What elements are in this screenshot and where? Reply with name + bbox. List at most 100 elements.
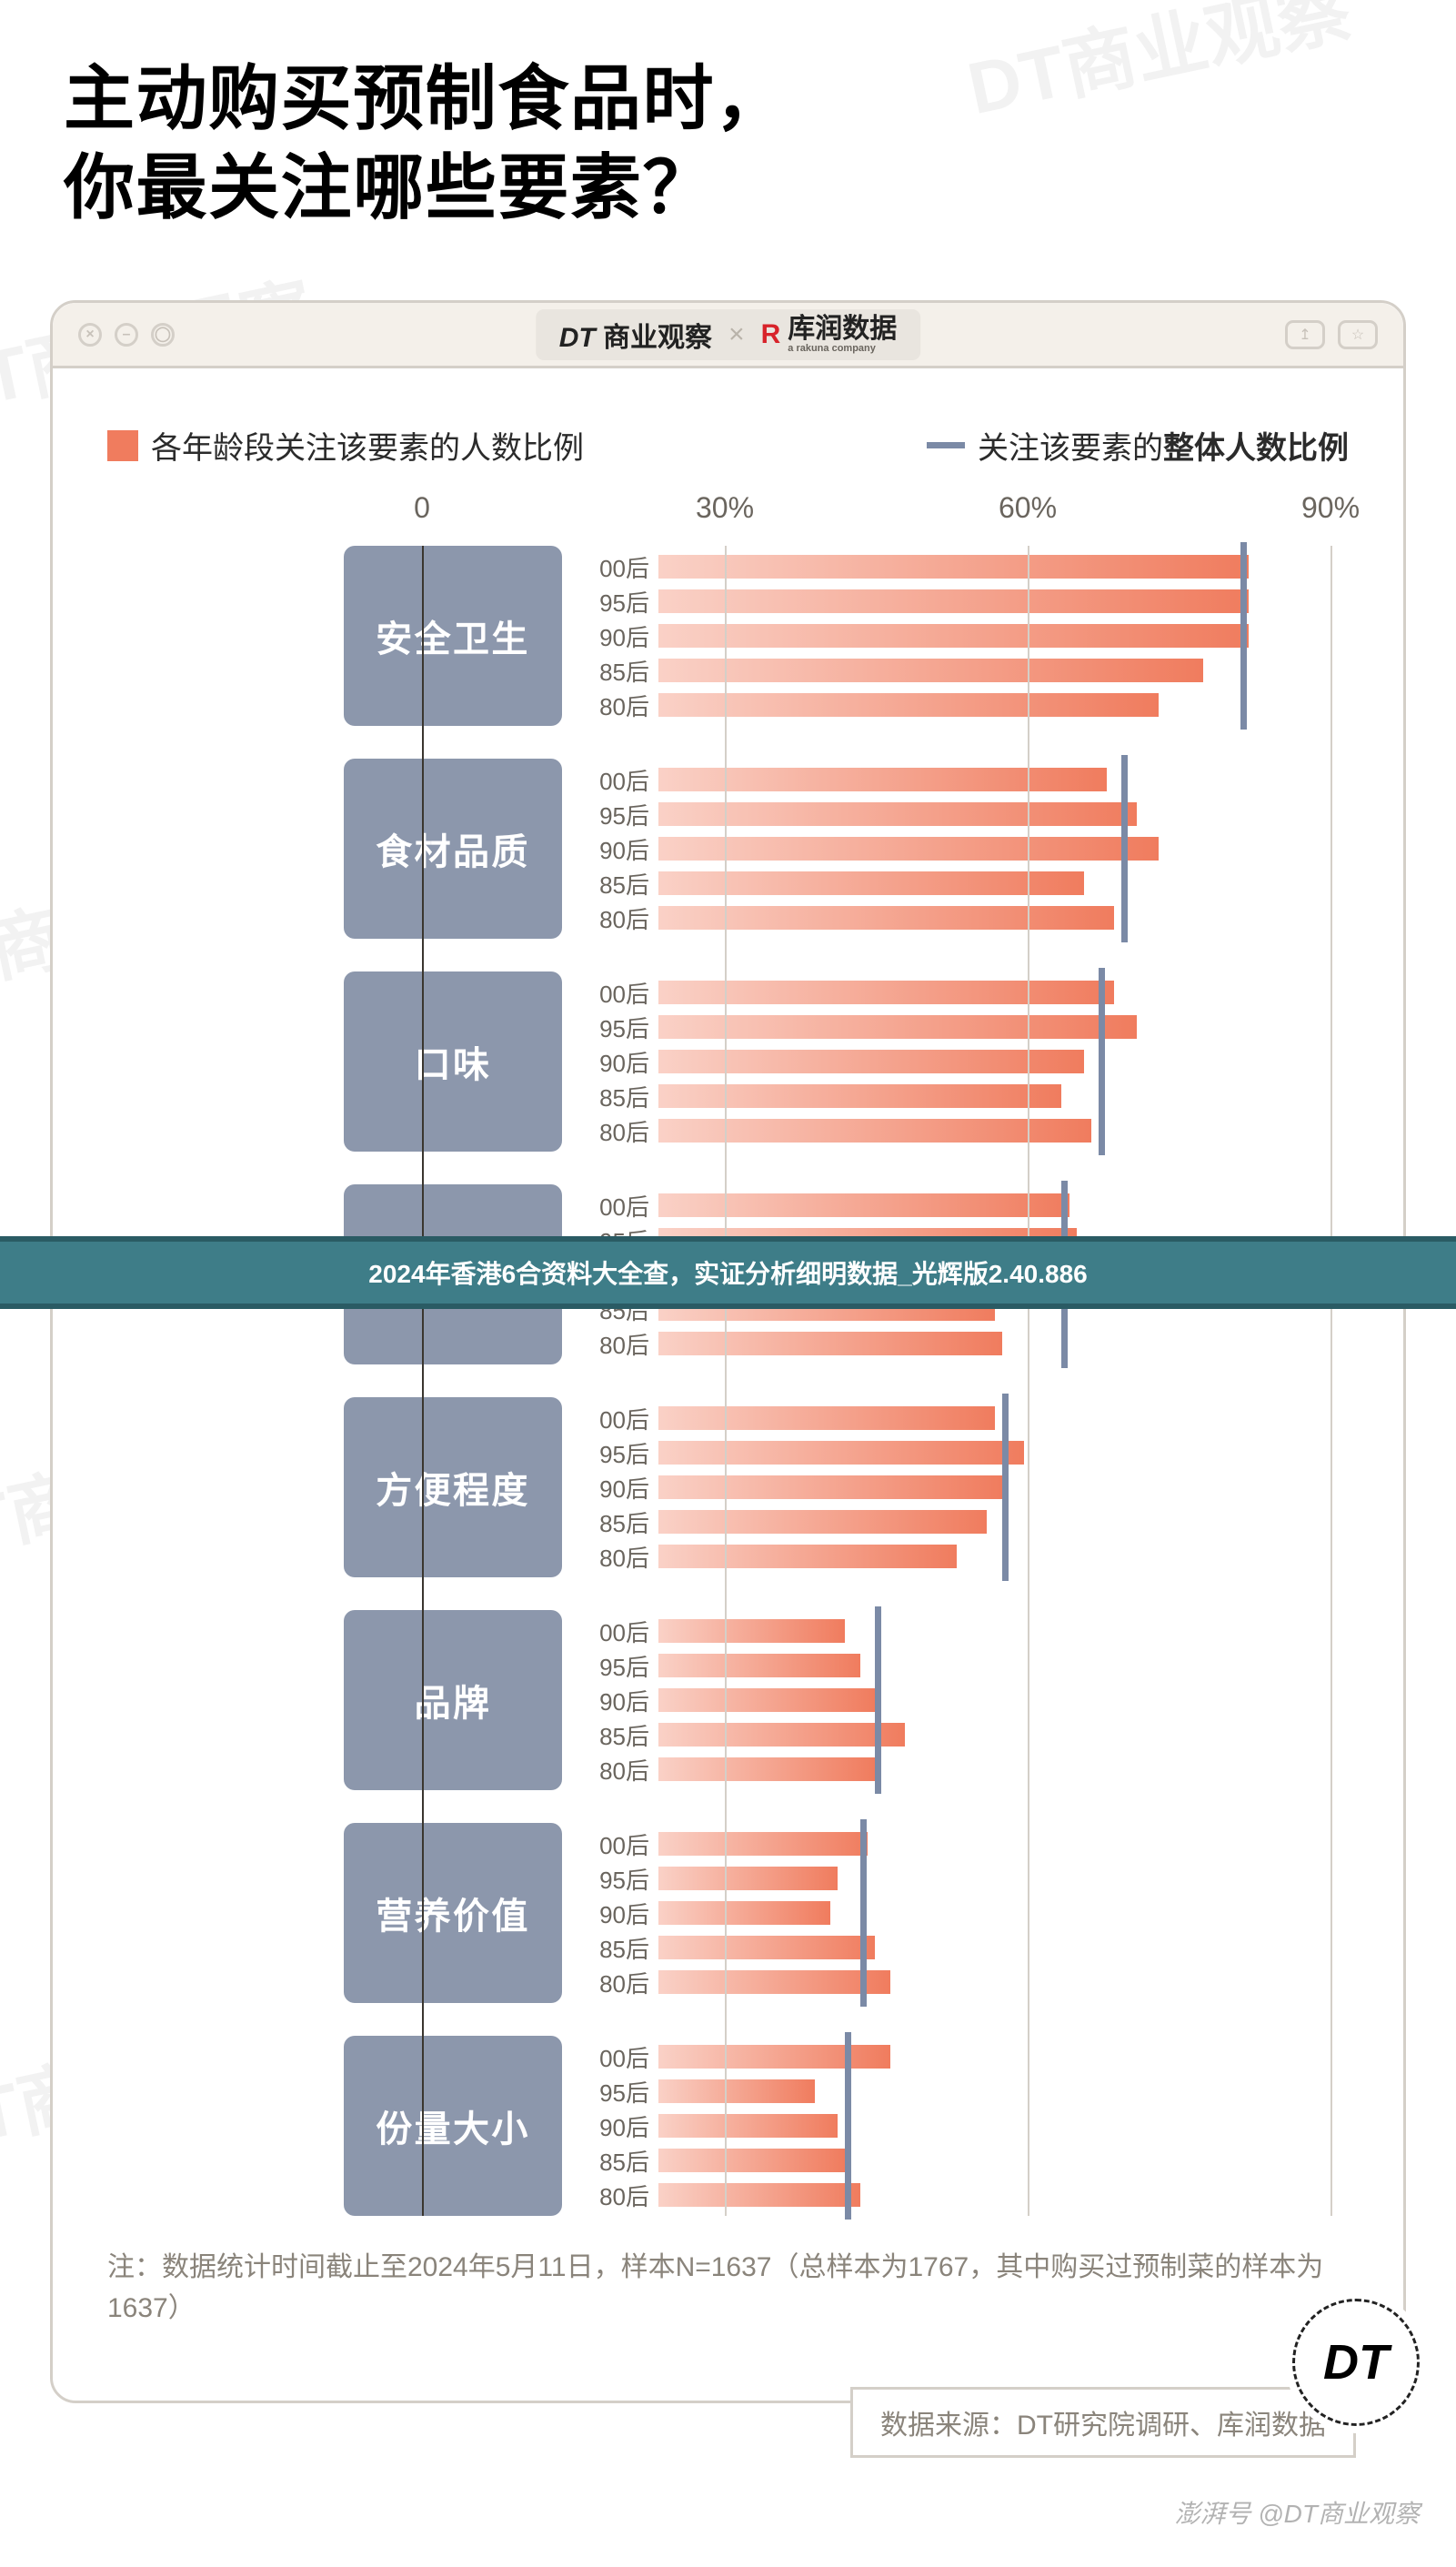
bar-fill <box>658 1757 875 1781</box>
bar-sublabel: 00后 <box>580 1827 658 1861</box>
bar-row: 80后 <box>580 1115 1330 1146</box>
bar-fill <box>658 1723 905 1747</box>
bar-track <box>658 1932 1330 1963</box>
bar-sublabel: 95后 <box>580 1011 658 1044</box>
bar-track <box>658 2041 1330 2072</box>
bar-sublabel: 85后 <box>580 867 658 901</box>
bar-track <box>658 868 1330 899</box>
bar-fill <box>658 589 1249 613</box>
legend-line: 关注该要素的整体人数比例 <box>927 423 1349 468</box>
bar-sublabel: 90后 <box>580 2109 658 2143</box>
topbar-right-icons: ↥ ☆ <box>1285 320 1378 349</box>
bar-track <box>658 1081 1330 1112</box>
star-icon[interactable]: ☆ <box>1338 320 1378 349</box>
bar-fill <box>658 981 1114 1004</box>
bar-row: 00后 <box>580 1190 1330 1221</box>
bar-track <box>658 1719 1330 1750</box>
bar-sublabel: 80后 <box>580 689 658 722</box>
bar-track <box>658 620 1330 651</box>
bar-group: 口味00后95后90后85后80后 <box>344 971 1330 1152</box>
bar-row: 80后 <box>580 902 1330 933</box>
legend: 各年龄段关注该要素的人数比例 关注该要素的整体人数比例 <box>107 423 1349 468</box>
bar-fill <box>658 1084 1061 1108</box>
bar-fill <box>658 1475 1002 1499</box>
bar-row: 90后 <box>580 1685 1330 1716</box>
bar-row: 80后 <box>580 2179 1330 2210</box>
bar-row: 85后 <box>580 868 1330 899</box>
bar-fill <box>658 1867 838 1890</box>
bar-fill <box>658 1901 830 1925</box>
bar-fill <box>658 1545 957 1568</box>
bar-sublabel: 85后 <box>580 1080 658 1113</box>
bar-track <box>658 1616 1330 1646</box>
window-max-icon[interactable]: ◯ <box>151 323 175 347</box>
bar-sublabel: 90后 <box>580 1897 658 1930</box>
bar-fill <box>658 906 1114 930</box>
bar-row: 00后 <box>580 2041 1330 2072</box>
bar-track <box>658 586 1330 617</box>
gridline <box>1330 546 1332 2216</box>
bars-column: 00后95后90后85后80后 <box>580 1610 1330 1790</box>
bar-sublabel: 00后 <box>580 763 658 797</box>
window-close-icon[interactable]: × <box>78 323 102 347</box>
overall-marker <box>1099 968 1105 1155</box>
bar-fill <box>658 555 1249 579</box>
bar-sublabel: 80后 <box>580 1327 658 1361</box>
overlay-banner-text: 2024年香港6合资料大全查，实证分析细明数据_光辉版2.40.886 <box>368 1254 1087 1291</box>
window-min-icon[interactable]: – <box>115 323 138 347</box>
bar-sublabel: 90后 <box>580 832 658 866</box>
bar-row: 95后 <box>580 1012 1330 1042</box>
bar-sublabel: 95后 <box>580 798 658 831</box>
bar-row: 95后 <box>580 586 1330 617</box>
bar-track <box>658 1650 1330 1681</box>
legend-line-swatch <box>927 442 965 448</box>
share-icon[interactable]: ↥ <box>1285 320 1325 349</box>
title-line-2: 你最关注哪些要素？ <box>64 147 715 227</box>
bar-fill <box>658 2149 845 2172</box>
legend-bar-text: 各年龄段关注该要素的人数比例 <box>151 423 584 468</box>
bar-row: 90后 <box>580 620 1330 651</box>
bar-fill <box>658 659 1203 682</box>
bar-fill <box>658 1936 875 1959</box>
bar-fill <box>658 1050 1084 1073</box>
chart-area: 各年龄段关注该要素的人数比例 关注该要素的整体人数比例 030%60%90% 安… <box>53 368 1403 2365</box>
bar-fill <box>658 1619 845 1643</box>
overall-marker <box>1002 1394 1009 1581</box>
bar-sublabel: 85后 <box>580 1931 658 1965</box>
bottom-credit: 澎湃号 @DT商业观察 <box>1174 2494 1420 2531</box>
bar-row: 95后 <box>580 1437 1330 1468</box>
brand-dt: DT 商业观察 <box>559 315 712 355</box>
watermark-text: DT商业观察 <box>958 0 1359 136</box>
bar-sublabel: 95后 <box>580 1436 658 1470</box>
bar-fill <box>658 1441 1024 1465</box>
bar-sublabel: 00后 <box>580 550 658 584</box>
kurun-logo-icon: R <box>761 319 781 350</box>
bar-row: 80后 <box>580 1967 1330 1998</box>
bar-track <box>658 1828 1330 1859</box>
group-label: 食材品质 <box>344 759 562 939</box>
bar-sublabel: 80后 <box>580 1753 658 1787</box>
bar-fill <box>658 624 1249 648</box>
bar-row: 85后 <box>580 1719 1330 1750</box>
bar-sublabel: 80后 <box>580 2179 658 2212</box>
bars-column: 00后95后90后85后80后 <box>580 759 1330 939</box>
bar-track <box>658 1754 1330 1785</box>
bar-row: 80后 <box>580 1541 1330 1572</box>
bar-track <box>658 1437 1330 1468</box>
bar-row: 95后 <box>580 2076 1330 2107</box>
bar-track <box>658 1403 1330 1434</box>
brand-kurun: R 库润数据 a rakuna company <box>761 315 898 354</box>
bar-group: 份量大小00后95后90后85后80后 <box>344 2036 1330 2216</box>
bar-track <box>658 1472 1330 1503</box>
overall-marker <box>875 1606 881 1794</box>
bar-track <box>658 833 1330 864</box>
group-label: 方便程度 <box>344 1397 562 1577</box>
page-title-block: 主动购买预制食品时， 你最关注哪些要素？ <box>64 55 788 232</box>
bar-sublabel: 85后 <box>580 1718 658 1752</box>
axis-tick: 60% <box>999 491 1057 525</box>
bar-row: 80后 <box>580 1328 1330 1359</box>
bar-row: 90后 <box>580 1898 1330 1928</box>
bar-sublabel: 80后 <box>580 901 658 935</box>
bar-track <box>658 764 1330 795</box>
bar-row: 85后 <box>580 1932 1330 1963</box>
